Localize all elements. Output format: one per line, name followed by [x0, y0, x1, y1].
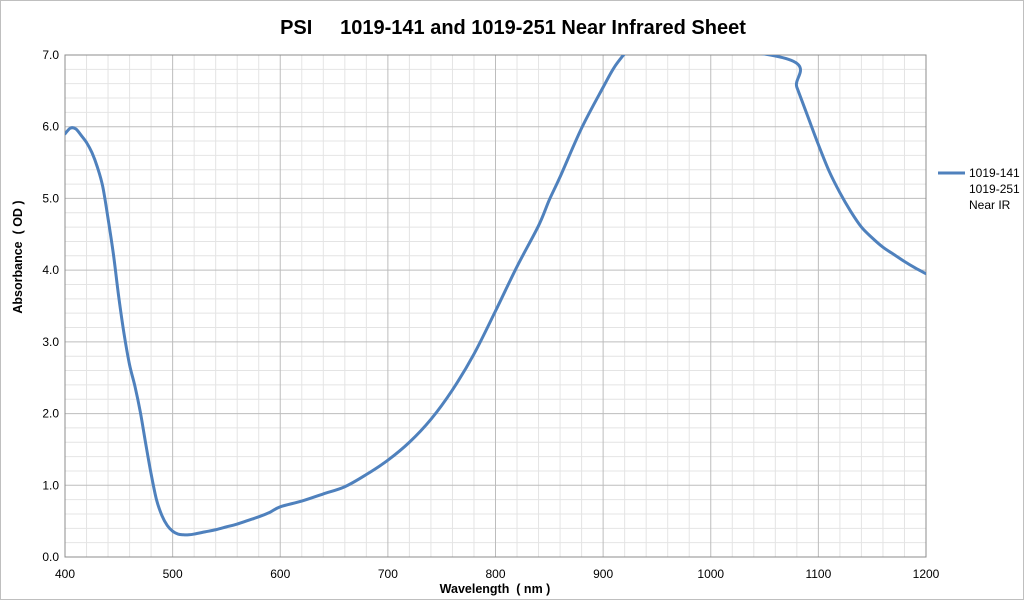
plot-area — [64, 54, 927, 558]
legend-label: Near IR — [969, 198, 1011, 212]
x-axis-title: Wavelength ( nm ) — [440, 582, 551, 596]
y-tick-label: 1.0 — [42, 478, 59, 492]
series-line — [65, 55, 926, 537]
x-tick-label: 1100 — [805, 567, 831, 581]
y-tick-label: 6.0 — [42, 120, 59, 134]
x-axis-tick-labels: 400 500 600 700 800 900 1000 1100 1200 — [55, 567, 940, 581]
legend-label: 1019-251 — [969, 182, 1020, 196]
y-axis-title: Absorbance ( OD ) — [11, 200, 25, 313]
y-tick-label: 5.0 — [42, 191, 59, 205]
series-layer — [65, 55, 926, 537]
x-tick-label: 1000 — [697, 567, 724, 581]
x-tick-label: 1200 — [913, 567, 940, 581]
y-tick-label: 7.0 — [42, 48, 59, 62]
y-tick-label: 2.0 — [42, 407, 59, 421]
legend-label: 1019-141 — [969, 166, 1020, 180]
y-tick-label: 0.0 — [42, 550, 59, 564]
legend: 1019-141 1019-251 Near IR — [938, 166, 1020, 212]
y-tick-label: 3.0 — [42, 335, 59, 349]
y-tick-label: 4.0 — [42, 263, 59, 277]
x-tick-label: 900 — [593, 567, 613, 581]
x-tick-label: 800 — [485, 567, 505, 581]
chart-title: PSI 1019-141 and 1019-251 Near Infrared … — [280, 17, 746, 39]
x-tick-label: 600 — [270, 567, 290, 581]
x-tick-label: 700 — [378, 567, 398, 581]
x-tick-label: 400 — [55, 567, 75, 581]
x-tick-label: 500 — [163, 567, 183, 581]
y-axis-tick-labels: 0.0 1.0 2.0 3.0 4.0 5.0 6.0 7.0 — [42, 48, 59, 564]
